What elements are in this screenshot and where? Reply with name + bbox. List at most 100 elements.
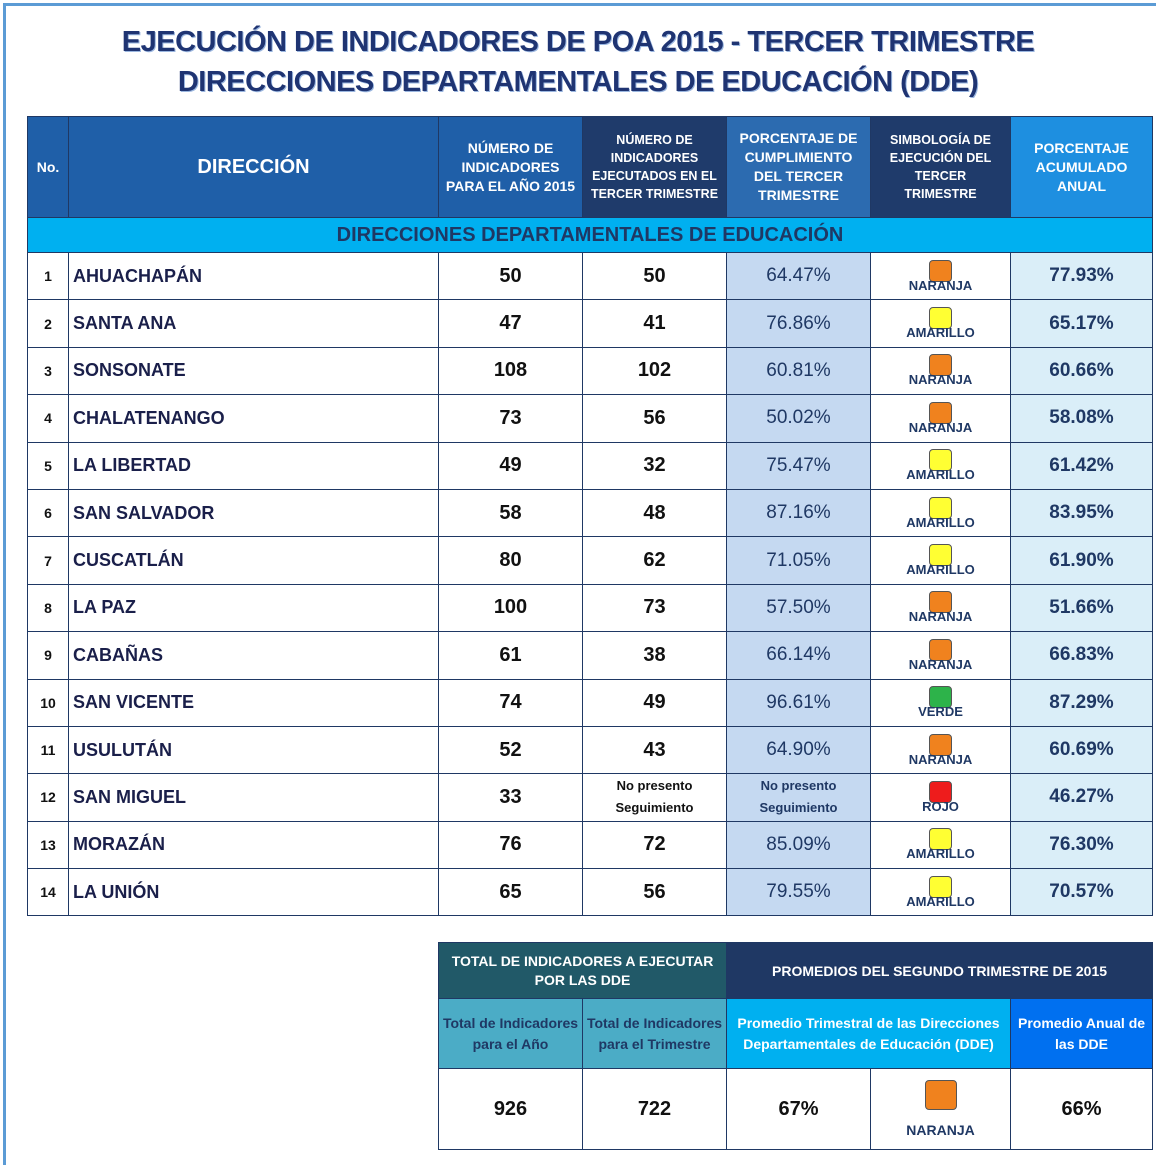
section-row: DIRECCIONES DEPARTAMENTALES DE EDUCACIÓN (27, 217, 1153, 253)
summary-value: NARANJA (870, 1068, 1011, 1150)
table-cell: 1 (27, 251, 69, 301)
table-cell: 61.90% (1010, 536, 1153, 585)
symbol-box (929, 638, 952, 661)
header-text: PORCENTAJE DE CUMPLIMIENTO DEL TERCER TR… (739, 130, 858, 203)
table-cell: No presento Seguimiento (582, 773, 727, 822)
symbol-box (929, 780, 952, 803)
symbol-label: AMARILLO (906, 514, 975, 530)
summary-row: 926 722 67% NARANJA 66% (438, 1068, 1154, 1150)
table-cell: 76.86% (726, 299, 871, 348)
table-cell: CABAÑAS (68, 631, 439, 680)
summary-group: PROMEDIOS DEL SEGUNDO TRIMESTRE DE 2015 (725, 942, 1154, 999)
table-cell: 11 (27, 725, 69, 775)
cell-text: No presento Seguimiento (759, 778, 838, 816)
table-cell: SAN MIGUEL (68, 773, 439, 822)
table-cell: 56 (582, 868, 727, 917)
table-cell: 74 (438, 678, 583, 727)
table-cell: NARANJA (870, 631, 1011, 680)
table-cell: 48 (582, 488, 727, 538)
table-row: 13 MORAZÁN 76 72 85.09% AMARILLO 76.30% (27, 820, 1153, 870)
table-cell: SANTA ANA (68, 299, 439, 348)
table-row: 6 SAN SALVADOR 58 48 87.16% AMARILLO 83.95% (27, 488, 1153, 538)
table-cell: 52 (438, 725, 583, 775)
header-cell: No. (27, 116, 69, 218)
table-cell: 64.47% (726, 251, 871, 301)
table-cell: LA LIBERTAD (68, 441, 439, 490)
table-cell: 72 (582, 820, 727, 870)
table-cell: 32 (582, 441, 727, 490)
table-cell: 73 (438, 394, 583, 443)
symbol-box (924, 1080, 957, 1110)
frame (3, 3, 1156, 1165)
table-cell: 46.27% (1010, 773, 1153, 822)
table-cell: SAN SALVADOR (68, 488, 439, 538)
symbol-label: AMARILLO (906, 467, 975, 483)
summary-header: Promedio Trimestral de las Direcciones D… (726, 998, 1011, 1069)
header-cell: PORCENTAJE DE CUMPLIMIENTO DEL TERCER TR… (726, 116, 871, 218)
summary-table: TOTAL DE INDICADORES A EJECUTAR POR LAS … (438, 942, 1154, 1150)
table-cell: 2 (27, 299, 69, 348)
table-cell: NARANJA (870, 394, 1011, 443)
symbol-label: NARANJA (908, 751, 973, 767)
summary-header: Total de Indicadores para el Año (438, 998, 583, 1069)
table-cell: 70.57% (1010, 868, 1153, 917)
symbol-box (929, 544, 952, 567)
header-text: DIRECCIÓN (197, 155, 310, 178)
symbol-label: NARANJA (908, 656, 973, 672)
table-cell: 38 (582, 631, 727, 680)
summary-value: 926 (438, 1068, 583, 1150)
header-cell: NÚMERO DE INDICADORES EJECUTADOS EN EL T… (582, 116, 727, 218)
table-row: 1 AHUACHAPÁN 50 50 64.47% NARANJA 77.93% (27, 251, 1153, 301)
title-line: EJECUCIÓN DE INDICADORES DE POA 2015 - T… (121, 26, 1035, 58)
table-cell: 7 (27, 536, 69, 585)
symbol-label: AMARILLO (906, 562, 975, 578)
symbol-box (929, 875, 952, 898)
table-cell: 66.14% (726, 631, 871, 680)
table-cell: 64.90% (726, 725, 871, 775)
table-cell: 5 (27, 441, 69, 490)
table-cell: 43 (582, 725, 727, 775)
summary-header: Promedio Anual de las DDE (1009, 998, 1154, 1069)
table-row: 7 CUSCATLÁN 80 62 71.05% AMARILLO 61.90% (27, 536, 1153, 585)
table-cell: 56 (582, 394, 727, 443)
table-cell: 76 (438, 820, 583, 870)
table-row: 11 USULUTÁN 52 43 64.90% NARANJA 60.69% (27, 725, 1153, 775)
header-cell: SIMBOLOGÍA DE EJECUCIÓN DEL TERCER TRIME… (870, 116, 1011, 218)
table-cell: NARANJA (870, 251, 1011, 301)
summary-row: TOTAL DE INDICADORES A EJECUTAR POR LAS … (438, 942, 1154, 999)
table-cell: 3 (27, 346, 69, 396)
header-text: NÚMERO DE INDICADORES PARA EL AÑO 2015 (445, 139, 576, 194)
table-cell: NARANJA (870, 725, 1011, 775)
table-cell: AMARILLO (870, 441, 1011, 490)
symbol-label: NARANJA (908, 419, 973, 435)
symbol-box (929, 354, 952, 377)
summary-value: 66% (1009, 1068, 1154, 1150)
symbol-box (929, 259, 952, 282)
table-cell: VERDE (870, 678, 1011, 727)
table-cell: 8 (27, 583, 69, 633)
table-cell: MORAZÁN (68, 820, 439, 870)
table-cell: NARANJA (870, 583, 1011, 633)
table-cell: 66.83% (1010, 631, 1153, 680)
table-cell: 60.69% (1010, 725, 1153, 775)
header-text: SIMBOLOGÍA DE EJECUCIÓN DEL TERCER TRIME… (889, 133, 992, 201)
table-cell: CHALATENANGO (68, 394, 439, 443)
table-cell: AMARILLO (870, 536, 1011, 585)
cell-text: No presento Seguimiento (615, 778, 694, 816)
table-row: 8 LA PAZ 100 73 57.50% NARANJA 51.66% (27, 583, 1153, 633)
table-cell: 71.05% (726, 536, 871, 585)
symbol-label: AMARILLO (906, 325, 975, 341)
symbol-box (929, 401, 952, 424)
table-row: 2 SANTA ANA 47 41 76.86% AMARILLO 65.17% (27, 299, 1153, 348)
table-row: 5 LA LIBERTAD 49 32 75.47% AMARILLO 61.42% (27, 441, 1153, 490)
symbol-label: NARANJA (908, 609, 973, 625)
table-cell: 10 (27, 678, 69, 727)
table-cell: 50 (582, 251, 727, 301)
summary-group: TOTAL DE INDICADORES A EJECUTAR POR LAS … (438, 942, 727, 999)
table-cell: 87.29% (1010, 678, 1153, 727)
table-cell: 13 (27, 820, 69, 870)
table-cell: 100 (438, 583, 583, 633)
symbol-box (929, 496, 952, 519)
table-cell: 50.02% (726, 394, 871, 443)
